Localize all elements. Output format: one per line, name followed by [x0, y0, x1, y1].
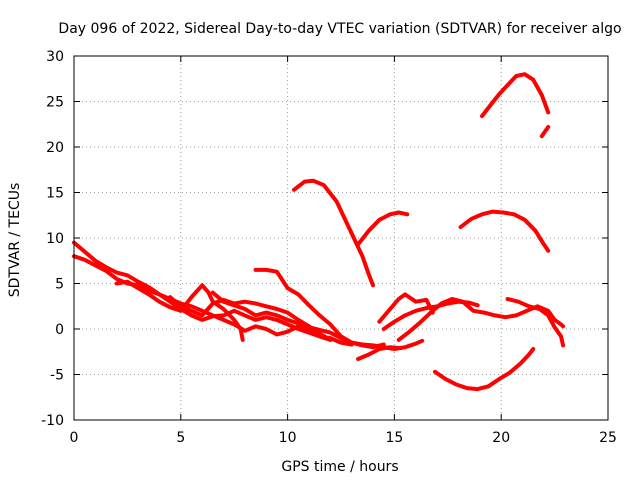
chart-title: Day 096 of 2022, Sidereal Day-to-day VTE… [58, 21, 621, 37]
x-tick-label: 0 [70, 430, 79, 446]
y-tick-label: -5 [50, 368, 64, 384]
x-axis-label: GPS time / hours [281, 459, 398, 475]
y-tick-label: 10 [46, 231, 64, 247]
series-track-17 [539, 125, 551, 139]
y-tick-label: 15 [46, 186, 64, 202]
series-track-16 [480, 72, 551, 119]
series-track-2 [72, 254, 354, 347]
x-tick-label: 5 [176, 430, 185, 446]
x-tick-label: 10 [279, 430, 297, 446]
y-tick-label: 30 [46, 49, 64, 65]
series-track-8 [356, 210, 410, 247]
series-track-12 [396, 297, 566, 342]
x-tick-label: 25 [599, 430, 617, 446]
series-track-6 [253, 267, 386, 350]
y-tick-label: -10 [41, 413, 64, 429]
series-track-10 [377, 292, 435, 324]
y-tick-label: 25 [46, 95, 64, 111]
x-tick-label: 20 [492, 430, 510, 446]
axes: 0 5 10 15 20 25 -10 -5 0 5 10 15 20 25 30 [41, 49, 617, 446]
series-layer [72, 72, 566, 392]
series-track-13 [505, 297, 566, 348]
x-tick-label: 15 [385, 430, 403, 446]
series-track-14 [433, 347, 536, 392]
series-track-1 [72, 240, 425, 351]
series-track-3 [114, 279, 245, 342]
series-track-5 [210, 290, 333, 342]
series-track-15 [458, 209, 551, 253]
series-track-4 [168, 295, 333, 342]
y-tick-label: 0 [55, 322, 64, 338]
series-track-11 [381, 299, 480, 331]
y-axis-label: SDTVAR / TECUs [7, 183, 23, 298]
series-track-7 [292, 178, 375, 288]
series-track-9 [356, 345, 403, 361]
y-tick-label: 20 [46, 140, 64, 156]
grid [74, 56, 608, 420]
y-tick-label: 5 [55, 277, 64, 293]
